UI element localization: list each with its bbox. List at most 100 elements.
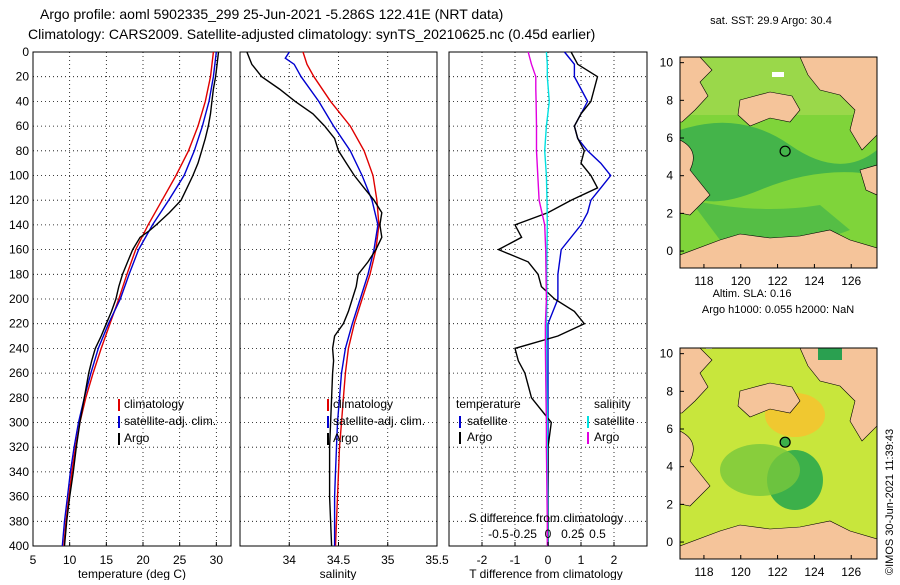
map-y-tick-label: 4 [666,460,673,474]
y-tick-label: 180 [9,267,29,281]
y-tick-label: 40 [16,94,30,108]
x-tick-label: 25 [173,553,187,567]
sst-cloud-gap [772,72,784,77]
series-t-argo [496,51,599,546]
x-tick-label: 1 [578,553,585,567]
y-tick-label: 60 [16,119,30,133]
land-south [680,229,877,268]
series-satellite-adj-clim- [61,51,217,547]
x-tick-label: 20 [136,553,150,567]
sla-map-frame [679,347,878,560]
y-tick-label: 120 [9,193,29,207]
temperature-panel: 5 10 15 20 25 3002040608010012014016018020022… [9,45,232,581]
sst-map-title: sat. SST: 29.9 Argo: 30.4 [710,15,832,27]
land-borneo [680,57,713,123]
legend-satellite: satellite-adj. clim. [333,414,425,428]
y-tick-label: 340 [9,465,29,479]
header-line1: Argo profile: aoml 5902335_299 25-Jun-20… [40,6,503,22]
y-tick-label: 80 [16,144,30,158]
x2-tick-label: -0.5 [488,527,509,541]
x-tick-label: 5 [30,553,37,567]
y-tick-label: 100 [9,169,29,183]
x-tick-label: 34 [283,553,297,567]
map-x-tick-label: 120 [731,565,751,579]
series-argo [63,51,220,547]
legend-argo: Argo [124,431,150,445]
land-sulawesi-w [680,430,711,507]
x-tick-label: 0 [545,553,552,567]
y-tick-label: 280 [9,391,29,405]
map-x-tick-label: 118 [694,274,713,288]
legend-temperature-title: temperature [456,397,521,411]
sst-argo-marker [779,145,791,157]
sla-map-title1: Altim. SLA: 0.16 [713,288,792,300]
map-y-tick-label: 0 [666,244,673,258]
map-y-tick-label: 2 [666,206,673,220]
y-tick-label: 0 [22,45,29,59]
land-east [799,57,877,151]
x-tick-label: 10 [63,553,77,567]
sst-cool-patch [690,200,850,244]
salinity-xlabel: salinity [320,567,357,580]
legend-salinity-title: salinity [594,397,631,411]
series-t-satellite [547,51,612,546]
x-tick-label: -2 [477,553,488,567]
y-tick-label: 300 [9,416,29,430]
temperature-xlabel: temperature (deg C) [78,567,186,580]
legend-satellite: satellite-adj. clim. [124,414,216,428]
sst-map: sat. SST: 29.9 Argo: 30.4 118 120 122 124 12… [660,15,878,288]
y-tick-label: 320 [9,440,29,454]
map-y-tick-label: 0 [666,535,673,549]
x-tick-label: 35.5 [425,553,449,567]
series-argo [246,51,383,547]
land-sulawesi-w [680,139,711,216]
land-island [737,382,801,418]
footer-credit: ©IMOS 30-Jun-2021 11:39:43 [884,429,896,575]
map-x-tick-label: 124 [804,565,824,579]
x2-tick-label: 0.25 [561,527,585,541]
y-tick-label: 20 [16,70,30,84]
legend-t-argo: Argo [467,430,493,444]
map-y-tick-label: 8 [666,384,673,398]
y-tick-label: 240 [9,341,29,355]
map-x-tick-label: 126 [841,565,861,579]
land-east [799,348,877,442]
salinity-panel: 34 34.5 35 35.5 salinity climatology satell… [239,51,449,581]
temperature-legend: climatology satellite-adj. clim. Argo [118,397,216,445]
map-x-tick-label: 120 [731,274,751,288]
map-x-tick-label: 126 [841,274,861,288]
x-tick-label: 35 [381,553,395,567]
sla-low-north [818,348,842,360]
map-x-tick-label: 118 [694,565,713,579]
x2-tick-label: 0.5 [589,527,606,541]
legend-climatology: climatology [124,397,184,411]
y-tick-label: 360 [9,490,29,504]
y-tick-label: 380 [9,514,29,528]
sla-argo-marker [779,436,791,448]
y-tick-label: 400 [9,539,29,553]
x-tick-label: 2 [611,553,618,567]
sst-cool-band [680,122,877,202]
series-climatology [302,51,380,547]
x-tick-label: 30 [210,553,224,567]
x-tick-label: 34.5 [327,553,351,567]
land-island [737,91,801,127]
map-x-tick-label: 122 [768,274,788,288]
x-tick-label: -1 [510,553,521,567]
difference-xlabel: T difference from climatology [469,567,623,580]
sla-map: Altim. SLA: 0.16 Argo h1000: 0.055 h2000… [660,288,878,579]
map-y-tick-label: 8 [666,93,673,107]
map-y-tick-label: 10 [660,56,674,70]
map-y-tick-label: 6 [666,131,673,145]
x2-tick-label: -0.25 [510,527,538,541]
header-line2: Climatology: CARS2009. Satellite-adjuste… [28,26,595,42]
land-south [680,520,877,559]
legend-t-satellite: satellite [467,414,508,428]
land-small [859,164,877,196]
x-tick-label: 15 [100,553,114,567]
salinity-legend: climatology satellite-adj. clim. Argo [327,397,425,445]
sst-map-layers [680,57,877,268]
map-y-tick-label: 10 [660,347,674,361]
land-borneo [680,348,713,414]
